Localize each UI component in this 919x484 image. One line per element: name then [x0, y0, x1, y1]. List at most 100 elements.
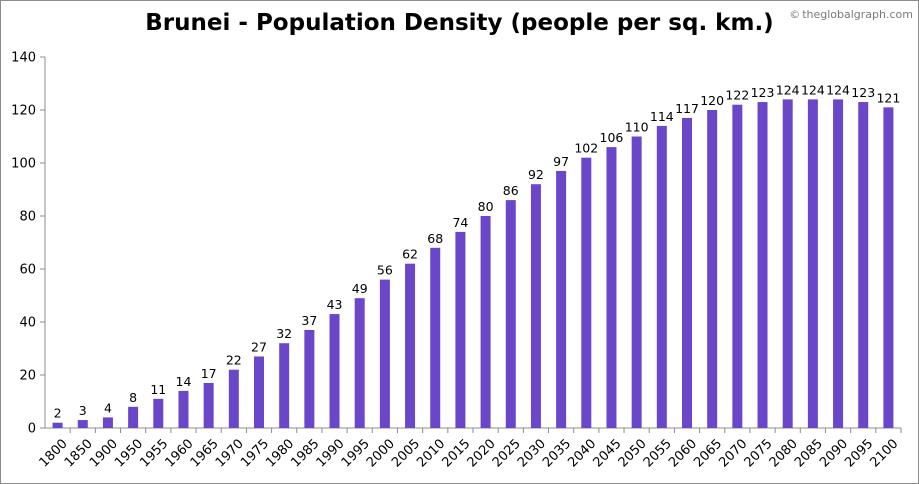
bar-1990 — [329, 314, 340, 428]
data-label-1995: 49 — [352, 281, 368, 296]
bar-2085 — [807, 99, 818, 429]
bar-1980 — [279, 343, 290, 428]
bar-2080 — [782, 99, 793, 429]
x-tick-label-2050: 2050 — [616, 436, 650, 470]
bars — [52, 99, 894, 429]
data-label-2070: 122 — [725, 88, 749, 103]
bar-2070 — [732, 104, 743, 428]
data-label-2065: 120 — [700, 93, 724, 108]
x-tick-label-2075: 2075 — [742, 436, 776, 470]
data-label-2090: 124 — [826, 82, 850, 97]
bar-1985 — [304, 329, 315, 428]
data-label-2015: 74 — [452, 215, 468, 230]
y-tick-label: 20 — [19, 369, 36, 384]
data-label-2050: 110 — [625, 120, 649, 135]
bar-2055 — [656, 125, 667, 429]
watermark: © theglobalgraph.com — [789, 8, 913, 21]
bar-1975 — [254, 356, 264, 428]
data-label-2085: 124 — [801, 82, 825, 97]
data-label-1950: 8 — [129, 390, 137, 405]
bar-2000 — [379, 279, 390, 428]
bar-2095 — [858, 102, 869, 429]
bar-1965 — [203, 382, 214, 428]
y-axis: 0 20 40 60 80 100 120 140 — [11, 51, 46, 437]
x-tick-label-2070: 2070 — [716, 436, 750, 470]
x-tick-label-2015: 2015 — [439, 436, 473, 470]
x-tick-label-2090: 2090 — [817, 436, 851, 470]
y-tick-label: 120 — [11, 104, 36, 119]
x-tick-label-2035: 2035 — [540, 436, 574, 470]
data-label-1850: 3 — [79, 403, 87, 418]
bar-1850 — [77, 420, 88, 428]
x-tick-label-2085: 2085 — [792, 436, 826, 470]
x-tick-label-1975: 1975 — [238, 436, 272, 470]
bar-2035 — [556, 170, 567, 428]
bar-2040 — [581, 157, 592, 428]
bar-2045 — [606, 147, 617, 428]
data-label-2040: 102 — [574, 141, 598, 156]
x-tick-label-2025: 2025 — [490, 436, 524, 470]
x-tick-label-2080: 2080 — [767, 436, 801, 470]
data-labels: 2 3 4 8 11 14 17 22 27 32 37 43 49 56 62 68 74 80 86 92 97 10… — [54, 82, 901, 420]
bar-2100 — [883, 107, 894, 428]
data-label-1970: 22 — [226, 353, 242, 368]
data-label-1960: 14 — [176, 374, 192, 389]
copyright-icon: © — [789, 8, 801, 21]
x-tick-label-2020: 2020 — [465, 436, 499, 470]
data-label-1990: 43 — [327, 297, 343, 312]
x-tick-label-2000: 2000 — [364, 436, 398, 470]
bar-2075 — [757, 102, 768, 429]
data-label-1985: 37 — [301, 313, 317, 328]
x-tick-label-2040: 2040 — [565, 436, 599, 470]
data-label-2010: 68 — [427, 231, 443, 246]
bar-1900 — [102, 417, 113, 428]
bar-2030 — [530, 184, 541, 428]
x-tick-label-2060: 2060 — [666, 436, 700, 470]
data-label-2005: 62 — [402, 247, 418, 262]
y-tick-label: 100 — [11, 157, 36, 172]
y-tick-label: 40 — [19, 316, 36, 331]
bar-1955 — [153, 398, 164, 428]
x-tick-label-1960: 1960 — [163, 436, 197, 470]
bar-2090 — [833, 99, 844, 429]
data-label-2030: 92 — [528, 167, 544, 182]
y-tick-label: 0 — [28, 422, 36, 437]
x-tick-label-2095: 2095 — [842, 436, 876, 470]
y-tick-label: 80 — [19, 210, 36, 225]
watermark-text: theglobalgraph.com — [802, 8, 913, 21]
x-tick-label-1980: 1980 — [263, 436, 297, 470]
data-label-2075: 123 — [751, 85, 775, 100]
x-tick-label-1970: 1970 — [213, 436, 247, 470]
chart-title: Brunei - Population Density (people per … — [145, 10, 774, 36]
y-tick-label: 140 — [11, 51, 36, 66]
data-label-2045: 106 — [600, 130, 624, 145]
data-label-2025: 86 — [503, 183, 519, 198]
data-label-2035: 97 — [553, 154, 569, 169]
bar-2060 — [682, 117, 692, 428]
bar-1950 — [128, 406, 139, 428]
bar-1970 — [228, 369, 239, 428]
x-tick-label-2100: 2100 — [867, 436, 901, 470]
data-label-2055: 114 — [650, 109, 674, 124]
data-label-2000: 56 — [377, 263, 393, 278]
data-label-1800: 2 — [54, 406, 62, 421]
x-tick-label-1955: 1955 — [137, 436, 171, 470]
x-tick-label-1850: 1850 — [62, 436, 96, 470]
data-label-1975: 27 — [251, 339, 267, 354]
x-tick-label-1995: 1995 — [339, 436, 373, 470]
x-tick-label-1900: 1900 — [87, 436, 121, 470]
data-label-1965: 17 — [201, 366, 217, 381]
x-tick-label-2055: 2055 — [641, 436, 675, 470]
x-tick-label-1950: 1950 — [112, 436, 146, 470]
x-tick-label-1990: 1990 — [314, 436, 348, 470]
bar-2025 — [505, 200, 516, 428]
bar-2020 — [480, 216, 491, 428]
data-label-2020: 80 — [478, 199, 494, 214]
x-tick-label-2030: 2030 — [515, 436, 549, 470]
y-tick-label: 60 — [19, 263, 36, 278]
bar-1960 — [178, 390, 189, 428]
data-label-1980: 32 — [276, 326, 292, 341]
bar-2050 — [631, 136, 642, 428]
data-label-2095: 123 — [851, 85, 875, 100]
